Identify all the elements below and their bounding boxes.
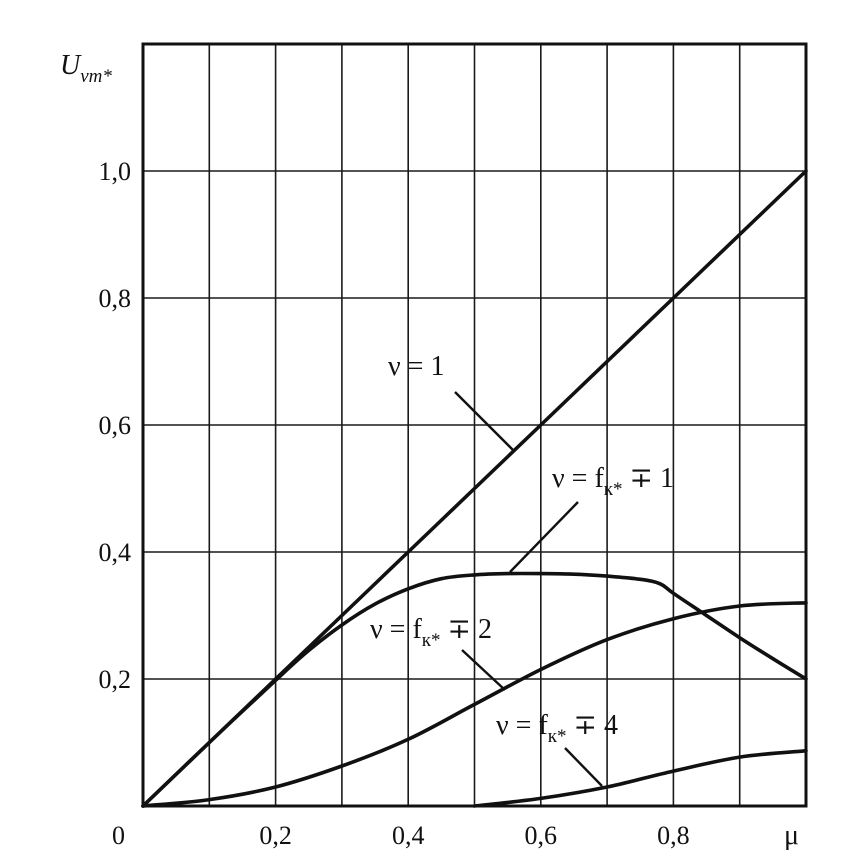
series-label: ν = fк* ∓ 4 — [496, 710, 618, 747]
y-axis-label-main: U — [60, 50, 82, 81]
y-axis-label: Uνm* — [60, 50, 112, 87]
series-fk-4-line — [472, 749, 808, 808]
y-tick-label: 0,8 — [99, 284, 132, 313]
series-fk-2-line — [141, 601, 808, 808]
y-axis-label-sub: νm* — [80, 66, 112, 87]
y-tick-label: 0,2 — [99, 665, 132, 694]
series-label: ν = 1 — [388, 351, 444, 382]
series-labels: ν = 1 ν = fк* ∓ 1 ν = fк* ∓ 2 ν = fк* ∓ 4 — [370, 351, 674, 747]
x-tick-label: 0,4 — [392, 821, 425, 850]
origin-label: 0 — [112, 821, 125, 850]
x-tick-label: 0,2 — [259, 821, 292, 850]
series-label-leader — [461, 649, 506, 691]
series-label: ν = fк* ∓ 2 — [370, 614, 492, 651]
series-label-leader — [564, 747, 603, 787]
y-tick-label: 0,6 — [99, 411, 132, 440]
series-lines — [141, 169, 808, 808]
series-label-leader — [454, 391, 515, 452]
tick-labels: 0,2 0,4 0,6 0,8 0,2 0,4 0,6 0,8 1,0 — [99, 157, 690, 850]
y-tick-label: 1,0 — [99, 157, 132, 186]
series-label-leader — [509, 501, 579, 573]
x-tick-label: 0,6 — [525, 821, 558, 850]
grid — [143, 44, 806, 806]
series-label: ν = fк* ∓ 1 — [552, 463, 674, 500]
label-leaders — [454, 391, 603, 787]
y-tick-label: 0,4 — [99, 538, 132, 567]
x-axis-label: μ — [784, 820, 799, 851]
x-tick-label: 0,8 — [657, 821, 690, 850]
